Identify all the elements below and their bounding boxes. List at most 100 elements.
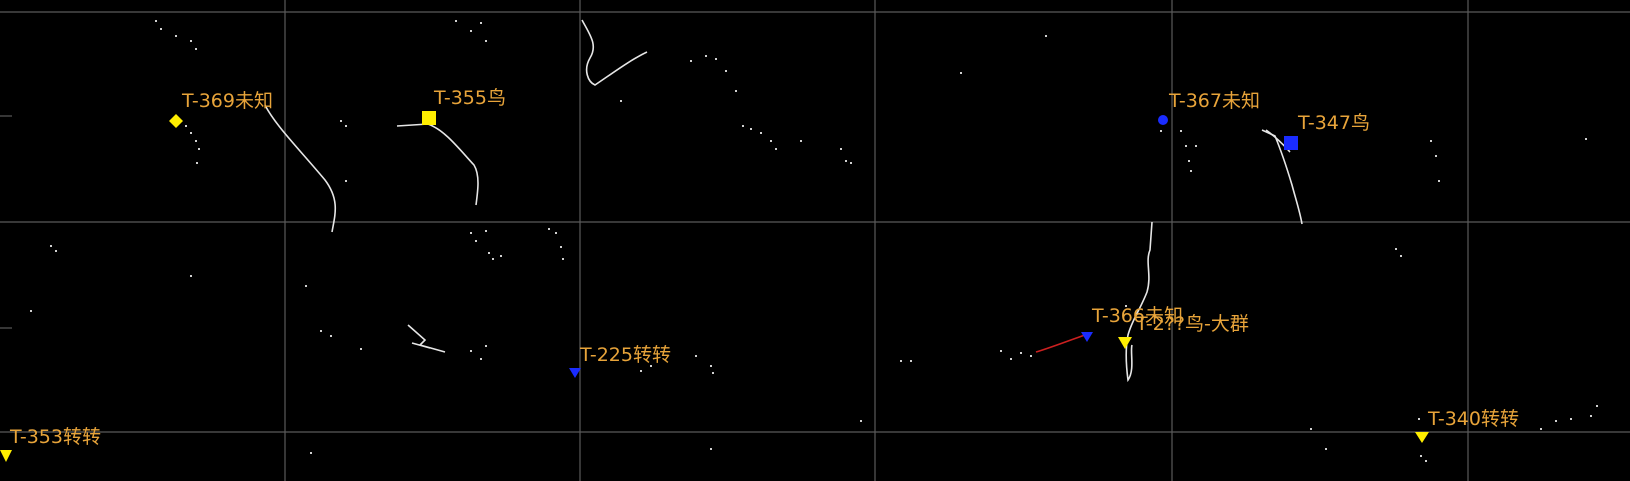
track-trail bbox=[396, 123, 479, 206]
track-trail bbox=[1125, 221, 1153, 383]
clutter-dot bbox=[860, 420, 862, 422]
clutter-dot bbox=[470, 350, 472, 352]
target-label-t225[interactable]: T-225转转 bbox=[579, 344, 671, 366]
target-labels: T-369未知 T-355鸟 T-367未知 T-347鸟 T-366未知 T-… bbox=[9, 87, 1519, 448]
clutter-dot bbox=[560, 246, 562, 248]
clutter-dot bbox=[340, 120, 342, 122]
clutter-dot bbox=[725, 70, 727, 72]
clutter-dot bbox=[555, 232, 557, 234]
clutter-dot bbox=[735, 90, 737, 92]
track-trail bbox=[1261, 129, 1303, 225]
clutter-dot bbox=[640, 370, 642, 372]
track-trail-red bbox=[1035, 333, 1089, 353]
clutter-dot bbox=[705, 55, 707, 57]
clutter-dot bbox=[1400, 255, 1402, 257]
clutter-dot bbox=[850, 162, 852, 164]
target-t225-triangle-icon[interactable] bbox=[569, 368, 581, 378]
clutter-dot bbox=[488, 252, 490, 254]
target-label-t353[interactable]: T-353转转 bbox=[9, 426, 101, 448]
clutter-dot bbox=[1190, 170, 1192, 172]
clutter-dot bbox=[50, 245, 52, 247]
target-t369-diamond-icon[interactable] bbox=[169, 114, 183, 128]
clutter-dot bbox=[548, 228, 550, 230]
clutter-dot bbox=[750, 128, 752, 130]
clutter-dot bbox=[196, 162, 198, 164]
clutter-dot bbox=[195, 48, 197, 50]
target-t355-square-icon[interactable] bbox=[422, 111, 436, 125]
track-trail bbox=[407, 324, 446, 353]
clutter-dot bbox=[1020, 352, 1022, 354]
clutter-dot bbox=[1590, 415, 1592, 417]
target-label-t-big[interactable]: T-2??鸟-大群 bbox=[1135, 313, 1249, 335]
clutter-dot bbox=[1430, 140, 1432, 142]
clutter-dot bbox=[1585, 138, 1587, 140]
clutter-dot bbox=[1325, 448, 1327, 450]
target-t366-triangle-icon[interactable] bbox=[1081, 332, 1093, 342]
clutter-dot bbox=[485, 40, 487, 42]
clutter-dot bbox=[800, 140, 802, 142]
clutter-dot bbox=[160, 28, 162, 30]
clutter-dot bbox=[190, 275, 192, 277]
clutter-dot bbox=[480, 22, 482, 24]
clutter-dot bbox=[1395, 248, 1397, 250]
target-t347-square-icon[interactable] bbox=[1284, 136, 1298, 150]
target-t340-triangle-icon[interactable] bbox=[1415, 432, 1429, 443]
clutter-dot bbox=[492, 258, 494, 260]
target-label-t340[interactable]: T-340转转 bbox=[1427, 408, 1519, 430]
radar-clutter bbox=[30, 20, 1598, 462]
target-t367-dot-icon[interactable] bbox=[1158, 115, 1168, 125]
clutter-dot bbox=[1045, 35, 1047, 37]
clutter-dot bbox=[1188, 160, 1190, 162]
clutter-dot bbox=[715, 58, 717, 60]
clutter-dot bbox=[1435, 155, 1437, 157]
clutter-dot bbox=[690, 60, 692, 62]
clutter-dot bbox=[1596, 405, 1598, 407]
clutter-dot bbox=[198, 148, 200, 150]
clutter-dot bbox=[1180, 130, 1182, 132]
target-label-t347[interactable]: T-347鸟 bbox=[1297, 112, 1370, 134]
clutter-dot bbox=[1540, 428, 1542, 430]
target-label-t369[interactable]: T-369未知 bbox=[181, 90, 273, 112]
clutter-dot bbox=[485, 345, 487, 347]
clutter-dot bbox=[900, 360, 902, 362]
clutter-dot bbox=[345, 180, 347, 182]
target-label-t355[interactable]: T-355鸟 bbox=[433, 87, 506, 109]
target-label-t366[interactable]: T-366未知 bbox=[1091, 305, 1183, 327]
clutter-dot bbox=[500, 255, 502, 257]
clutter-dot bbox=[185, 125, 187, 127]
clutter-dot bbox=[840, 148, 842, 150]
clutter-dot bbox=[710, 448, 712, 450]
clutter-dot bbox=[345, 125, 347, 127]
clutter-dot bbox=[475, 240, 477, 242]
track-trail bbox=[581, 19, 648, 86]
clutter-dot bbox=[1420, 455, 1422, 457]
clutter-dot bbox=[30, 310, 32, 312]
clutter-dot bbox=[1425, 460, 1427, 462]
clutter-dot bbox=[775, 148, 777, 150]
clutter-dot bbox=[55, 250, 57, 252]
clutter-dot bbox=[1555, 420, 1557, 422]
clutter-dot bbox=[1160, 130, 1162, 132]
target-t-big-triangle-icon[interactable] bbox=[1118, 337, 1132, 349]
target-label-t367[interactable]: T-367未知 bbox=[1168, 90, 1260, 112]
clutter-dot bbox=[455, 20, 457, 22]
clutter-dot bbox=[310, 452, 312, 454]
clutter-dot bbox=[960, 72, 962, 74]
clutter-dot bbox=[620, 100, 622, 102]
clutter-dot bbox=[1438, 180, 1440, 182]
clutter-dot bbox=[360, 348, 362, 350]
clutter-dot bbox=[470, 30, 472, 32]
clutter-dot bbox=[770, 140, 772, 142]
clutter-dot bbox=[695, 355, 697, 357]
clutter-dot bbox=[1570, 418, 1572, 420]
target-t353-triangle-icon[interactable] bbox=[0, 450, 12, 462]
clutter-dot bbox=[195, 140, 197, 142]
clutter-dot bbox=[305, 285, 307, 287]
clutter-dot bbox=[845, 160, 847, 162]
clutter-dot bbox=[1010, 358, 1012, 360]
clutter-dot bbox=[190, 132, 192, 134]
track-trail bbox=[264, 104, 337, 233]
clutter-dot bbox=[562, 258, 564, 260]
